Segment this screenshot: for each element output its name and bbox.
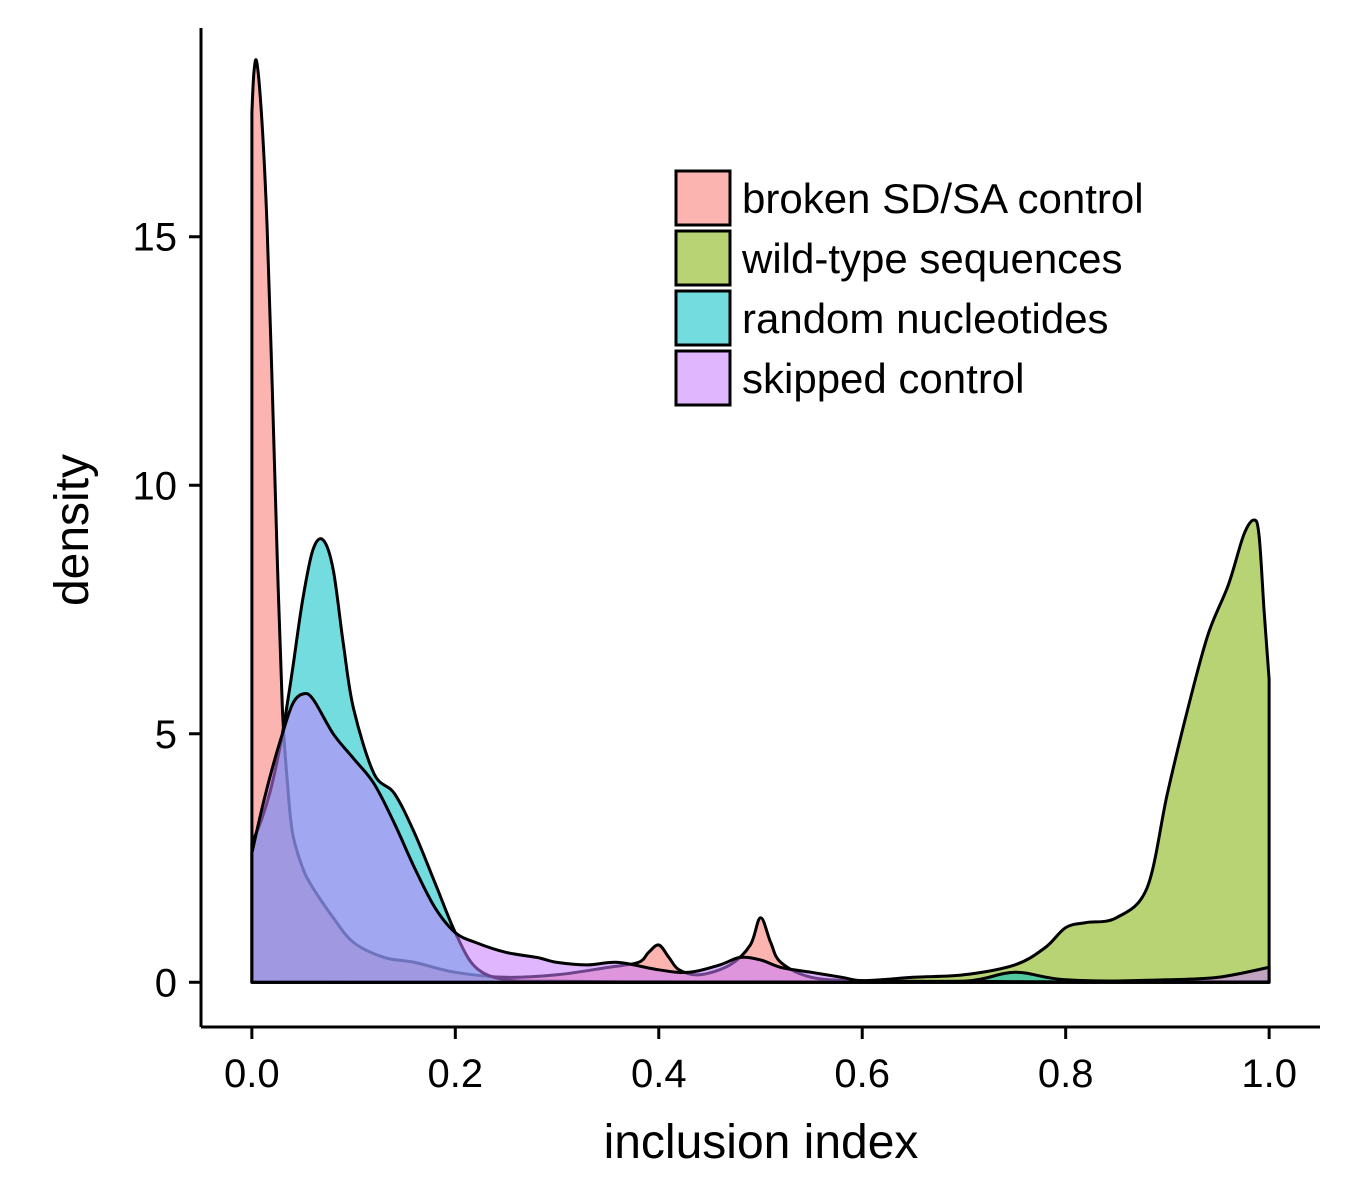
x-tick-label: 0.6 bbox=[834, 1052, 890, 1096]
x-axis-title: inclusion index bbox=[604, 1116, 919, 1169]
y-tick-label: 10 bbox=[133, 464, 178, 508]
y-tick-label: 5 bbox=[155, 713, 177, 757]
y-tick-label: 15 bbox=[133, 216, 178, 260]
legend-swatch-wild-type-sequences bbox=[674, 229, 732, 287]
x-tick-label: 0.4 bbox=[631, 1052, 687, 1096]
x-tick-label: 0.2 bbox=[428, 1052, 484, 1096]
y-tick-label: 0 bbox=[155, 961, 177, 1005]
y-axis-title: density bbox=[46, 454, 99, 606]
legend-label-broken-sd-sa-control: broken SD/SA control bbox=[742, 175, 1144, 222]
legend: broken SD/SA control wild-type sequences r… bbox=[674, 169, 1144, 407]
legend-swatch-broken-sd-sa-control bbox=[674, 169, 732, 227]
x-tick-label: 0.8 bbox=[1038, 1052, 1094, 1096]
x-tick-label: 0.0 bbox=[224, 1052, 280, 1096]
legend-label-skipped-control: skipped control bbox=[742, 355, 1025, 402]
legend-label-random-nucleotides: random nucleotides bbox=[742, 295, 1109, 342]
density-area-skipped-control bbox=[250, 691, 1271, 984]
legend-swatch-skipped-control bbox=[674, 349, 732, 407]
legend-label-wild-type-sequences: wild-type sequences bbox=[741, 235, 1123, 282]
density-areas bbox=[250, 58, 1271, 984]
x-tick-label: 1.0 bbox=[1241, 1052, 1297, 1096]
legend-swatch-random-nucleotides bbox=[674, 289, 732, 347]
axes: 0.0 0.2 0.4 0.6 0.8 1.0 0 5 10 15 bbox=[133, 28, 1320, 1096]
